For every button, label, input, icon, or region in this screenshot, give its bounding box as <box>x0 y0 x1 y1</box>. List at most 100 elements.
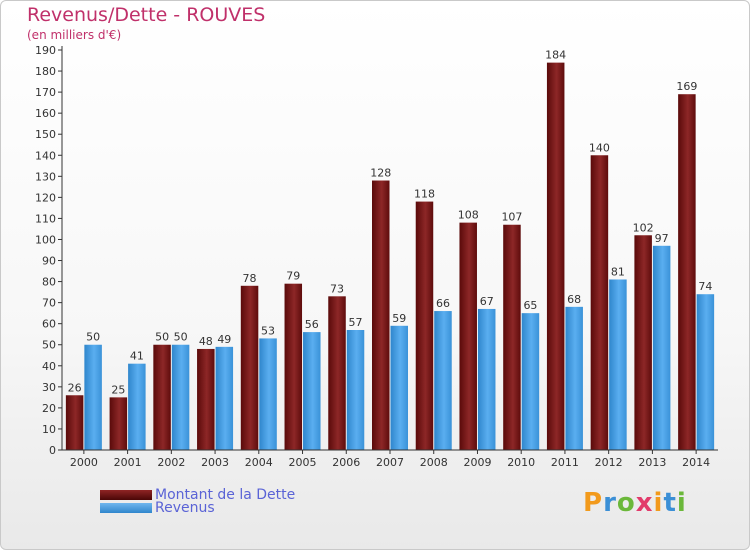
data-label: 78 <box>243 272 257 285</box>
data-label: 65 <box>523 299 537 312</box>
data-label: 50 <box>155 331 169 344</box>
logo-letter: t <box>663 488 677 518</box>
data-label: 140 <box>589 141 610 154</box>
chart-title: Revenus/Dette - ROUVES <box>27 4 266 26</box>
x-tick-label: 2006 <box>332 456 360 469</box>
y-tick-label: 80 <box>42 276 56 289</box>
x-tick-label: 2012 <box>595 456 623 469</box>
x-tick-label: 2002 <box>157 456 185 469</box>
data-label: 97 <box>655 232 669 245</box>
data-label: 74 <box>698 280 712 293</box>
y-tick-label: 140 <box>35 149 56 162</box>
bar-revenus <box>609 279 627 450</box>
x-tick-label: 2011 <box>551 456 579 469</box>
y-tick-label: 100 <box>35 233 56 246</box>
bar-dette <box>678 94 696 451</box>
bar-dette <box>65 395 84 450</box>
y-axis: 0 10 20 30 40 50 60 70 80 90 100 110 120 130 140 150 160… <box>35 44 63 457</box>
y-tick-label: 130 <box>35 170 56 183</box>
data-label: 41 <box>130 350 144 363</box>
logo-letter: o <box>616 488 636 518</box>
data-label: 59 <box>392 312 406 325</box>
bar-revenus <box>565 306 583 450</box>
y-tick-label: 70 <box>42 297 56 310</box>
bar-revenus <box>390 325 408 450</box>
data-label: 107 <box>501 211 522 224</box>
x-tick-label: 2014 <box>682 456 710 469</box>
logo-letter: i <box>676 488 687 518</box>
bar-revenus <box>521 313 540 450</box>
y-tick-label: 190 <box>35 44 56 57</box>
legend-swatch-dette <box>100 490 152 500</box>
y-tick-label: 50 <box>42 339 56 352</box>
y-tick-label: 60 <box>42 318 56 331</box>
data-label: 128 <box>370 167 391 180</box>
data-label: 68 <box>567 293 581 306</box>
data-label: 102 <box>633 221 654 234</box>
legend-swatch-revenus <box>100 503 152 513</box>
legend-label-dette: Montant de la Dette <box>155 487 296 503</box>
bar-revenus <box>477 308 496 450</box>
bar-dette <box>284 283 303 450</box>
bar-revenus <box>346 330 365 450</box>
bar-revenus <box>171 344 190 450</box>
data-label: 53 <box>261 324 275 337</box>
y-tick-label: 0 <box>49 444 56 457</box>
x-tick-label: 2010 <box>507 456 535 469</box>
data-label: 49 <box>217 333 231 346</box>
bar-revenus <box>303 332 321 450</box>
bar-revenus <box>84 344 102 450</box>
y-tick-label: 180 <box>35 65 56 78</box>
data-label: 79 <box>286 270 300 283</box>
data-label: 118 <box>414 188 435 201</box>
y-tick-label: 40 <box>42 360 56 373</box>
y-tick-label: 150 <box>35 128 56 141</box>
y-tick-label: 170 <box>35 86 56 99</box>
data-label: 25 <box>111 383 125 396</box>
logo-letter: x <box>635 488 654 518</box>
legend-item-revenus: Revenus <box>100 500 215 516</box>
bar-dette <box>459 222 477 450</box>
x-tick-label: 2008 <box>420 456 448 469</box>
legend-label-revenus: Revenus <box>155 500 215 516</box>
bar-dette <box>372 180 390 451</box>
x-tick-label: 2001 <box>114 456 142 469</box>
bars: 26 50 25 41 50 50 48 49 78 53 79 56 73 57 128 59 118 66 10… <box>65 49 715 451</box>
bar-dette <box>634 235 652 450</box>
bar-revenus <box>128 363 146 450</box>
logo-letter: P <box>583 488 604 518</box>
data-label: 169 <box>676 80 697 93</box>
logo-letter: r <box>603 488 617 518</box>
x-tick-label: 2004 <box>245 456 273 469</box>
y-tick-label: 20 <box>42 402 56 415</box>
chart-subtitle: (en milliers d'€) <box>27 28 122 42</box>
y-tick-label: 30 <box>42 381 56 394</box>
bar-revenus <box>434 311 452 450</box>
data-label: 66 <box>436 297 450 310</box>
bar-dette <box>240 285 259 450</box>
data-label: 48 <box>199 335 213 348</box>
y-tick-label: 160 <box>35 107 56 120</box>
bar-revenus <box>696 294 715 450</box>
bar-dette <box>546 62 565 450</box>
data-label: 57 <box>349 316 363 329</box>
logo-letter: i <box>653 488 664 518</box>
data-label: 108 <box>458 209 479 222</box>
data-label: 73 <box>330 282 344 295</box>
bar-dette <box>153 344 171 450</box>
y-tick-label: 90 <box>42 255 56 268</box>
bar-revenus <box>652 245 671 450</box>
x-tick-label: 2009 <box>463 456 491 469</box>
bar-revenus <box>259 338 277 450</box>
y-tick-label: 10 <box>42 423 56 436</box>
proxiti-logo: Proxiti <box>583 488 687 518</box>
data-label: 56 <box>305 318 319 331</box>
x-tick-label: 2007 <box>376 456 404 469</box>
bar-dette <box>197 348 215 450</box>
x-axis: 2000 2001 2002 2003 2004 2005 2006 2007 2008 2009… <box>62 449 718 469</box>
data-label: 81 <box>611 265 625 278</box>
data-label: 50 <box>174 331 188 344</box>
x-tick-label: 2003 <box>201 456 229 469</box>
x-tick-label: 2013 <box>638 456 666 469</box>
